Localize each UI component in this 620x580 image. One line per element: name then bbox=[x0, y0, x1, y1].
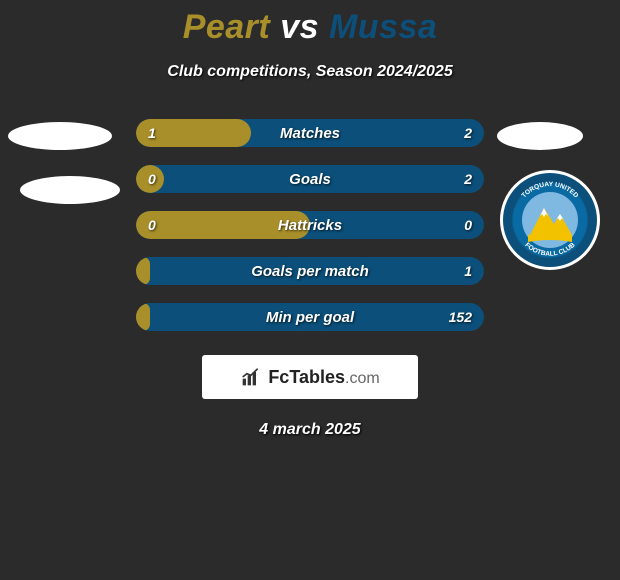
title-vs: vs bbox=[280, 8, 319, 46]
stat-value-right: 1 bbox=[464, 257, 472, 285]
decorative-oval-2 bbox=[20, 176, 120, 204]
club-crest: TORQUAY UNITED FOOTBALL CLUB bbox=[500, 170, 600, 270]
decorative-oval-1 bbox=[8, 122, 112, 150]
stat-value-right: 152 bbox=[449, 303, 472, 331]
stat-label: Hattricks bbox=[136, 211, 484, 239]
date-text: 4 march 2025 bbox=[0, 421, 620, 439]
brand-suffix: .com bbox=[345, 370, 380, 387]
stats-container: 1Matches20Goals20Hattricks0Goals per mat… bbox=[136, 119, 484, 331]
stat-row: 1Matches2 bbox=[136, 119, 484, 147]
stat-value-right: 2 bbox=[464, 165, 472, 193]
svg-text:TORQUAY UNITED: TORQUAY UNITED bbox=[521, 181, 580, 200]
stat-value-right: 0 bbox=[464, 211, 472, 239]
bar-chart-icon bbox=[240, 367, 262, 387]
stat-label: Goals bbox=[136, 165, 484, 193]
brand-box: FcTables.com bbox=[202, 355, 418, 399]
svg-text:FOOTBALL CLUB: FOOTBALL CLUB bbox=[523, 241, 576, 257]
decorative-oval-3 bbox=[497, 122, 583, 150]
stat-value-right: 2 bbox=[464, 119, 472, 147]
stat-row: 0Goals2 bbox=[136, 165, 484, 193]
stat-label: Goals per match bbox=[136, 257, 484, 285]
brand-name: FcTables bbox=[268, 367, 345, 387]
page-title: Peart vs Mussa bbox=[0, 0, 620, 47]
title-player2: Mussa bbox=[329, 8, 437, 46]
brand-text: FcTables.com bbox=[268, 367, 379, 388]
stat-row: Goals per match1 bbox=[136, 257, 484, 285]
stat-label: Min per goal bbox=[136, 303, 484, 331]
stat-label: Matches bbox=[136, 119, 484, 147]
title-player1: Peart bbox=[183, 8, 271, 46]
stat-row: 0Hattricks0 bbox=[136, 211, 484, 239]
stat-row: Min per goal152 bbox=[136, 303, 484, 331]
crest-ring-text: TORQUAY UNITED FOOTBALL CLUB bbox=[503, 173, 597, 267]
subtitle: Club competitions, Season 2024/2025 bbox=[0, 63, 620, 81]
